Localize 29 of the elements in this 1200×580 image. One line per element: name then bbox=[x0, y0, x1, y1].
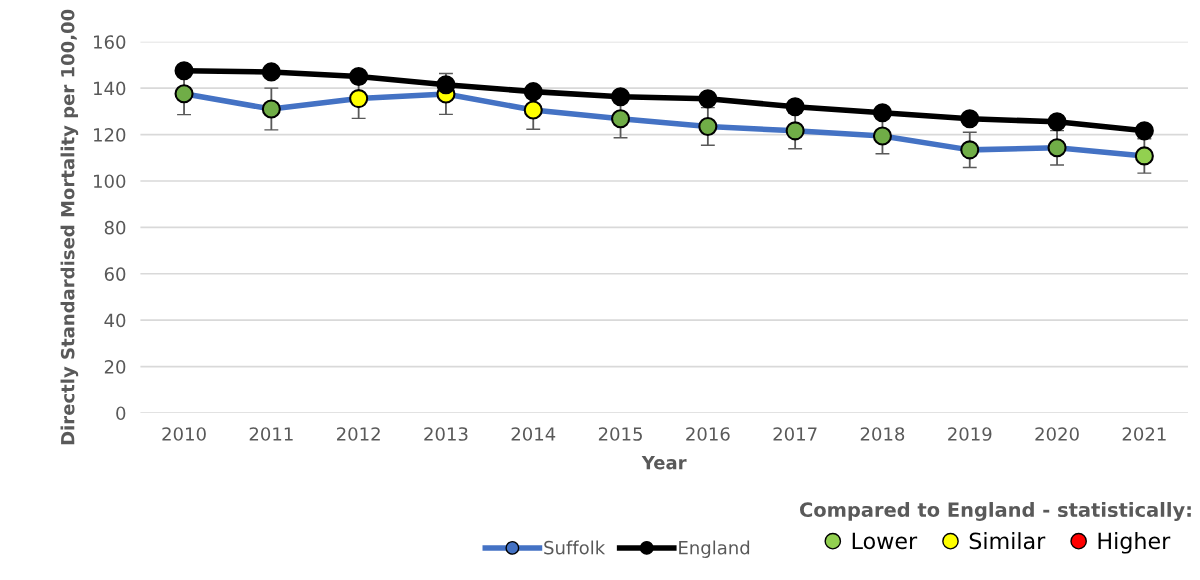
y-tick-label: 20 bbox=[104, 360, 126, 374]
x-tick-label: 2011 bbox=[249, 427, 293, 441]
legend-label: England bbox=[679, 540, 750, 558]
x-tick-label: 2013 bbox=[424, 427, 468, 441]
legend-title: Compared to England - statistically: bbox=[800, 502, 1191, 521]
x-tick-label: 2014 bbox=[511, 427, 556, 441]
legend-label: Similar bbox=[969, 532, 1046, 550]
legend-label: Higher bbox=[1098, 532, 1171, 554]
y-tick-label: 0 bbox=[116, 406, 126, 421]
y-axis-title: Directly Standardised Mortality per 100,00 bbox=[60, 9, 79, 445]
legend-label: Suffolk bbox=[544, 540, 606, 555]
x-tick-label: 2012 bbox=[337, 427, 380, 441]
x-tick-label: 2010 bbox=[162, 427, 206, 441]
x-tick-label: 2015 bbox=[598, 427, 642, 441]
y-tick-label: 100 bbox=[94, 174, 126, 189]
x-tick-label: 2021 bbox=[1122, 427, 1166, 441]
x-tick-label: 2019 bbox=[948, 427, 992, 441]
y-tick-label: 120 bbox=[94, 128, 126, 142]
x-tick-label: 2016 bbox=[686, 427, 730, 441]
y-tick-label: 40 bbox=[104, 313, 126, 328]
y-tick-label: 60 bbox=[104, 267, 126, 281]
x-axis-title: Year bbox=[641, 455, 687, 470]
y-tick-label: 80 bbox=[104, 220, 126, 235]
x-tick-label: 2018 bbox=[860, 427, 905, 441]
y-tick-label: 160 bbox=[94, 35, 126, 49]
y-tick-label: 140 bbox=[94, 81, 126, 96]
legend-label: Lower bbox=[852, 532, 918, 550]
x-tick-label: 2020 bbox=[1035, 427, 1079, 441]
x-tick-label: 2017 bbox=[773, 427, 817, 441]
